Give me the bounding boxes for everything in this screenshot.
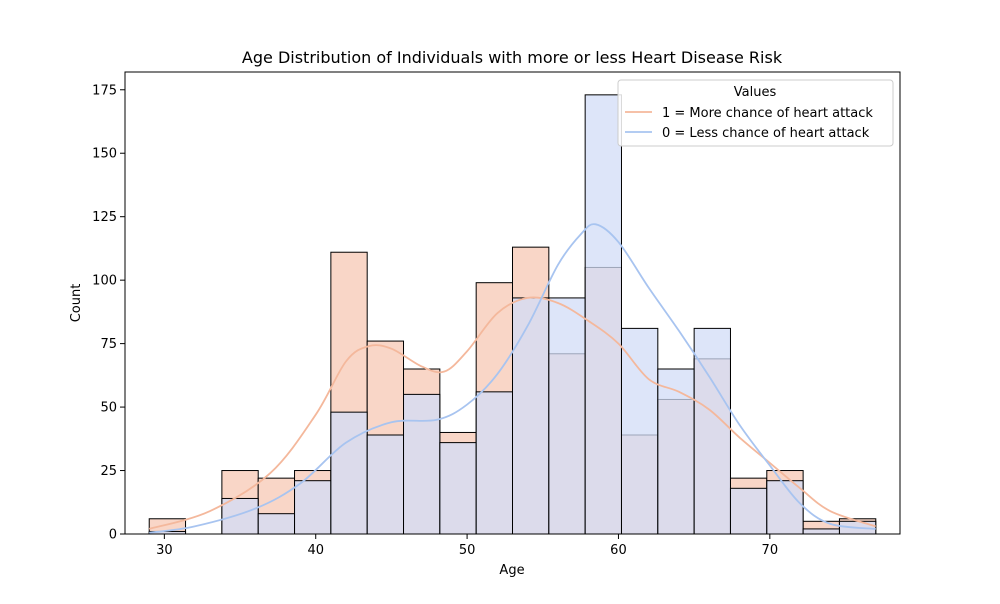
bar-less-chance	[802, 528, 840, 535]
legend: Values 1 = More chance of heart attack 0…	[617, 79, 894, 147]
bar-less-chance	[330, 411, 368, 535]
y-tick-label: 100	[92, 274, 117, 289]
x-tick-label: 70	[762, 543, 779, 558]
x-tick-label: 30	[156, 543, 173, 558]
bar-less-chance	[584, 94, 622, 535]
y-tick-label: 175	[92, 83, 117, 98]
bar-less-chance	[729, 487, 768, 535]
x-ticks: 30 40 50 60 70	[156, 534, 778, 558]
y-tick-label: 125	[92, 210, 117, 225]
bars-layer	[148, 94, 877, 535]
bar-less-chance	[294, 480, 332, 535]
y-tick-label: 75	[100, 337, 117, 352]
bar-less-chance	[657, 368, 695, 535]
bar-less-chance	[475, 391, 513, 535]
y-tick-label: 50	[100, 401, 117, 416]
bar-less-chance	[620, 327, 659, 535]
bar-less-chance	[693, 327, 731, 535]
bar-less-chance	[257, 513, 296, 535]
kde-line-more-chance	[148, 296, 877, 530]
x-tick-label: 40	[307, 543, 324, 558]
y-ticks: 0 25 50 75 100 125 150 175	[92, 83, 125, 543]
legend-label-more-chance: 1 = More chance of heart attack	[662, 106, 873, 121]
legend-box	[617, 79, 894, 147]
kde-line-less-chance	[149, 223, 876, 534]
y-tick-label: 25	[100, 464, 117, 479]
plot-frame	[124, 71, 901, 535]
legend-label-less-chance: 0 = Less chance of heart attack	[662, 126, 870, 141]
chart-title: Age Distribution of Individuals with mor…	[242, 48, 783, 67]
y-tick-label: 150	[92, 147, 117, 162]
x-tick-label: 60	[610, 543, 627, 558]
bar-less-chance	[548, 297, 586, 535]
x-axis-label: Age	[499, 563, 524, 578]
kde-layer	[148, 223, 877, 534]
bar-less-chance	[221, 497, 259, 535]
bar-less-chance	[766, 480, 804, 535]
x-tick-label: 50	[459, 543, 476, 558]
y-axis-label: Count	[69, 284, 84, 323]
bar-less-chance	[366, 434, 405, 535]
bar-less-chance	[512, 297, 550, 535]
legend-title: Values	[734, 85, 777, 100]
bar-less-chance	[439, 442, 477, 535]
bar-less-chance	[403, 393, 441, 535]
y-tick-label: 0	[109, 528, 117, 543]
